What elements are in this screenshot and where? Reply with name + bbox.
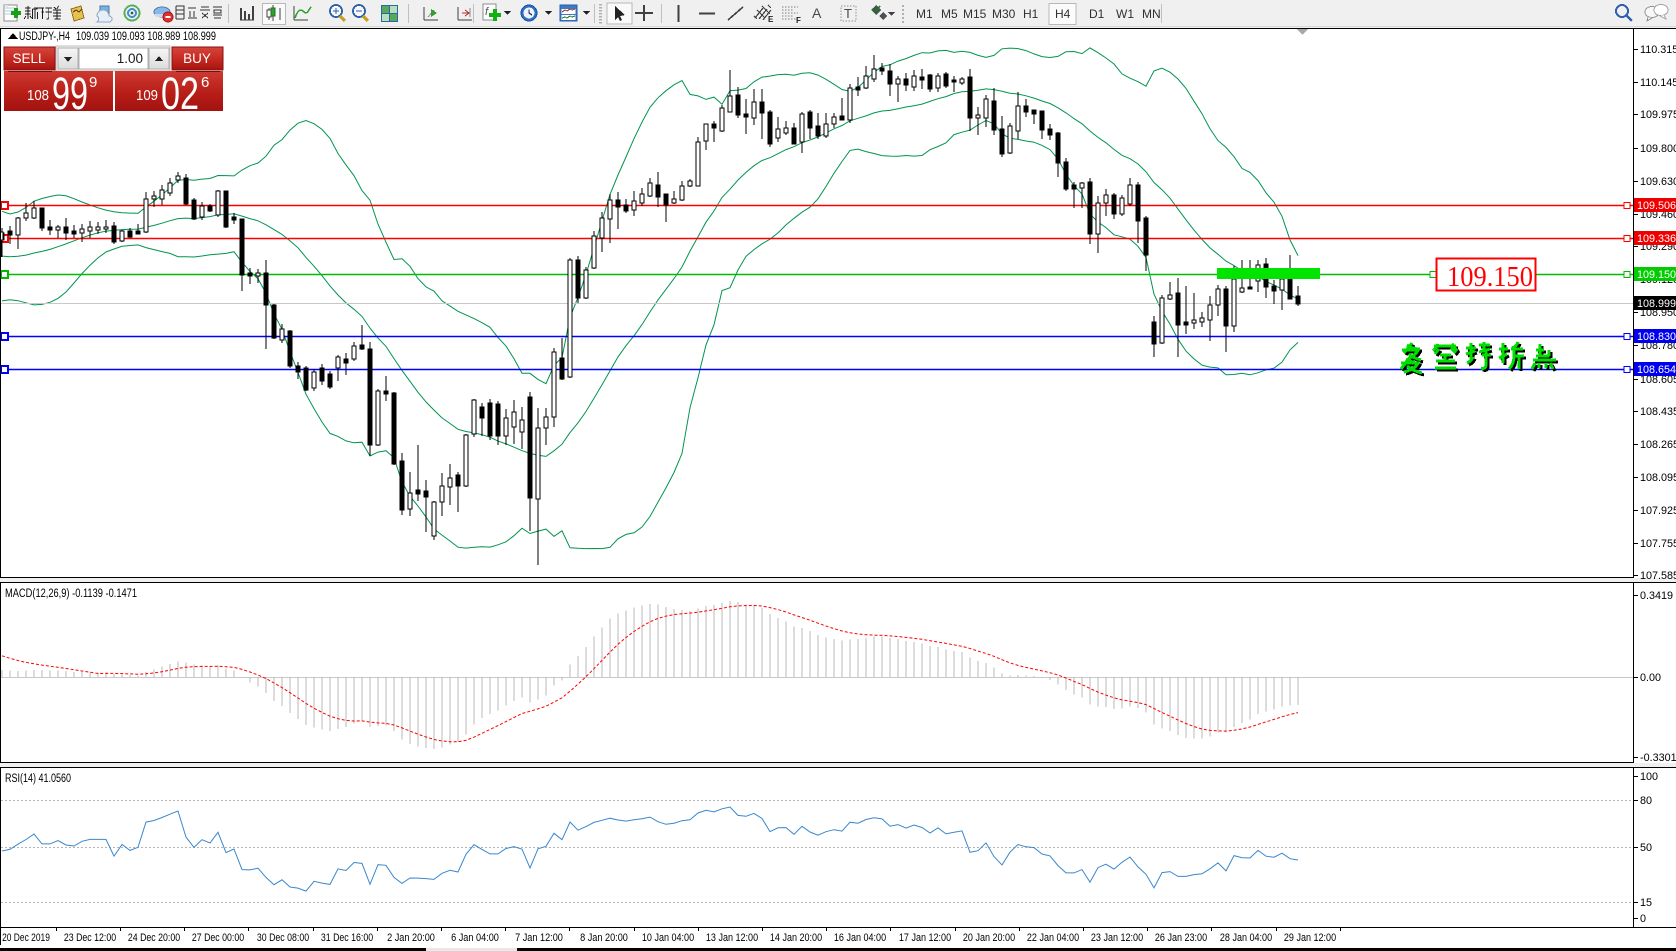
svg-text:100: 100 bbox=[1640, 771, 1658, 783]
svg-text:108.999: 108.999 bbox=[1637, 298, 1676, 310]
svg-text:107.585: 107.585 bbox=[1640, 570, 1676, 582]
svg-text:10 Jan 04:00: 10 Jan 04:00 bbox=[642, 932, 694, 944]
svg-text:109.800: 109.800 bbox=[1640, 143, 1676, 155]
svg-text:26 Jan 23:00: 26 Jan 23:00 bbox=[1155, 932, 1207, 944]
svg-text:108.654: 108.654 bbox=[1637, 364, 1676, 376]
svg-text:RSI(14) 41.0560: RSI(14) 41.0560 bbox=[5, 773, 71, 785]
svg-text:8 Jan 20:00: 8 Jan 20:00 bbox=[580, 932, 628, 944]
svg-text:F: F bbox=[796, 16, 801, 25]
svg-text:-0.3301: -0.3301 bbox=[1640, 752, 1676, 764]
svg-text:108.265: 108.265 bbox=[1640, 439, 1676, 451]
svg-text:20 Dec 2019: 20 Dec 2019 bbox=[2, 932, 50, 944]
svg-text:f: f bbox=[485, 6, 489, 18]
svg-text:M1: M1 bbox=[916, 7, 933, 21]
svg-text:E: E bbox=[768, 15, 774, 24]
svg-text:109.506: 109.506 bbox=[1637, 200, 1676, 212]
svg-text:M5: M5 bbox=[941, 7, 958, 21]
svg-text:6: 6 bbox=[201, 74, 209, 91]
svg-text:H4: H4 bbox=[1055, 7, 1071, 21]
svg-text:109.630: 109.630 bbox=[1640, 176, 1676, 188]
svg-text:22 Jan 04:00: 22 Jan 04:00 bbox=[1027, 932, 1079, 944]
svg-text:6 Jan 04:00: 6 Jan 04:00 bbox=[451, 932, 499, 944]
svg-text:108.830: 108.830 bbox=[1637, 331, 1676, 343]
svg-text:108.605: 108.605 bbox=[1640, 374, 1676, 386]
svg-text:0.3419: 0.3419 bbox=[1640, 590, 1673, 602]
svg-text:24 Dec 20:00: 24 Dec 20:00 bbox=[128, 932, 180, 944]
svg-text:M30: M30 bbox=[992, 7, 1016, 21]
svg-text:W1: W1 bbox=[1116, 7, 1134, 21]
svg-text:108: 108 bbox=[27, 87, 49, 104]
svg-text:15: 15 bbox=[1640, 897, 1652, 909]
svg-text:SELL: SELL bbox=[12, 51, 46, 66]
svg-text:107.925: 107.925 bbox=[1640, 505, 1676, 517]
svg-text:13 Jan 12:00: 13 Jan 12:00 bbox=[706, 932, 758, 944]
svg-text:109.336: 109.336 bbox=[1637, 233, 1676, 245]
svg-text:0.00: 0.00 bbox=[1640, 672, 1661, 684]
svg-text:99: 99 bbox=[52, 68, 88, 119]
svg-text:107.755: 107.755 bbox=[1640, 538, 1676, 550]
svg-text:1.00: 1.00 bbox=[117, 51, 143, 66]
svg-text:MACD(12,26,9) -0.1139 -0.1471: MACD(12,26,9) -0.1139 -0.1471 bbox=[5, 588, 137, 600]
svg-text:109.975: 109.975 bbox=[1640, 109, 1676, 121]
svg-text:9: 9 bbox=[89, 74, 97, 91]
svg-text:D1: D1 bbox=[1089, 7, 1105, 21]
svg-text:30 Dec 08:00: 30 Dec 08:00 bbox=[257, 932, 309, 944]
svg-text:31 Dec 16:00: 31 Dec 16:00 bbox=[321, 932, 373, 944]
svg-text:0: 0 bbox=[1640, 913, 1646, 925]
svg-text:110.315: 110.315 bbox=[1640, 44, 1676, 56]
svg-text:28 Jan 04:00: 28 Jan 04:00 bbox=[1220, 932, 1272, 944]
svg-text:109: 109 bbox=[136, 87, 158, 104]
svg-text:109.150: 109.150 bbox=[1637, 269, 1676, 281]
svg-text:108.435: 108.435 bbox=[1640, 406, 1676, 418]
svg-text:29 Jan 12:00: 29 Jan 12:00 bbox=[1284, 932, 1336, 944]
svg-text:A: A bbox=[812, 5, 822, 21]
svg-text:USDJPY-,H4: USDJPY-,H4 bbox=[19, 31, 70, 43]
svg-text:109.039 109.093 108.989 108.99: 109.039 109.093 108.989 108.999 bbox=[76, 31, 216, 43]
svg-text:80: 80 bbox=[1640, 795, 1652, 807]
svg-text:T: T bbox=[844, 6, 852, 21]
svg-text:16 Jan 04:00: 16 Jan 04:00 bbox=[834, 932, 886, 944]
svg-text:02: 02 bbox=[161, 68, 199, 119]
svg-text:108.095: 108.095 bbox=[1640, 472, 1676, 484]
svg-text:MN: MN bbox=[1142, 7, 1161, 21]
svg-text:20 Jan 20:00: 20 Jan 20:00 bbox=[963, 932, 1015, 944]
svg-text:7 Jan 12:00: 7 Jan 12:00 bbox=[515, 932, 563, 944]
svg-text:27 Dec 00:00: 27 Dec 00:00 bbox=[192, 932, 244, 944]
svg-text:110.145: 110.145 bbox=[1640, 77, 1676, 89]
svg-text:BUY: BUY bbox=[183, 51, 211, 66]
svg-text:H1: H1 bbox=[1023, 7, 1039, 21]
svg-text:17 Jan 12:00: 17 Jan 12:00 bbox=[899, 932, 951, 944]
svg-text:23 Dec 12:00: 23 Dec 12:00 bbox=[64, 932, 116, 944]
svg-text:23 Jan 12:00: 23 Jan 12:00 bbox=[1091, 932, 1143, 944]
svg-text:14 Jan 20:00: 14 Jan 20:00 bbox=[770, 932, 822, 944]
svg-text:50: 50 bbox=[1640, 842, 1652, 854]
svg-text:109.150: 109.150 bbox=[1447, 261, 1533, 293]
svg-text:2 Jan 20:00: 2 Jan 20:00 bbox=[387, 932, 435, 944]
svg-text:M15: M15 bbox=[963, 7, 987, 21]
